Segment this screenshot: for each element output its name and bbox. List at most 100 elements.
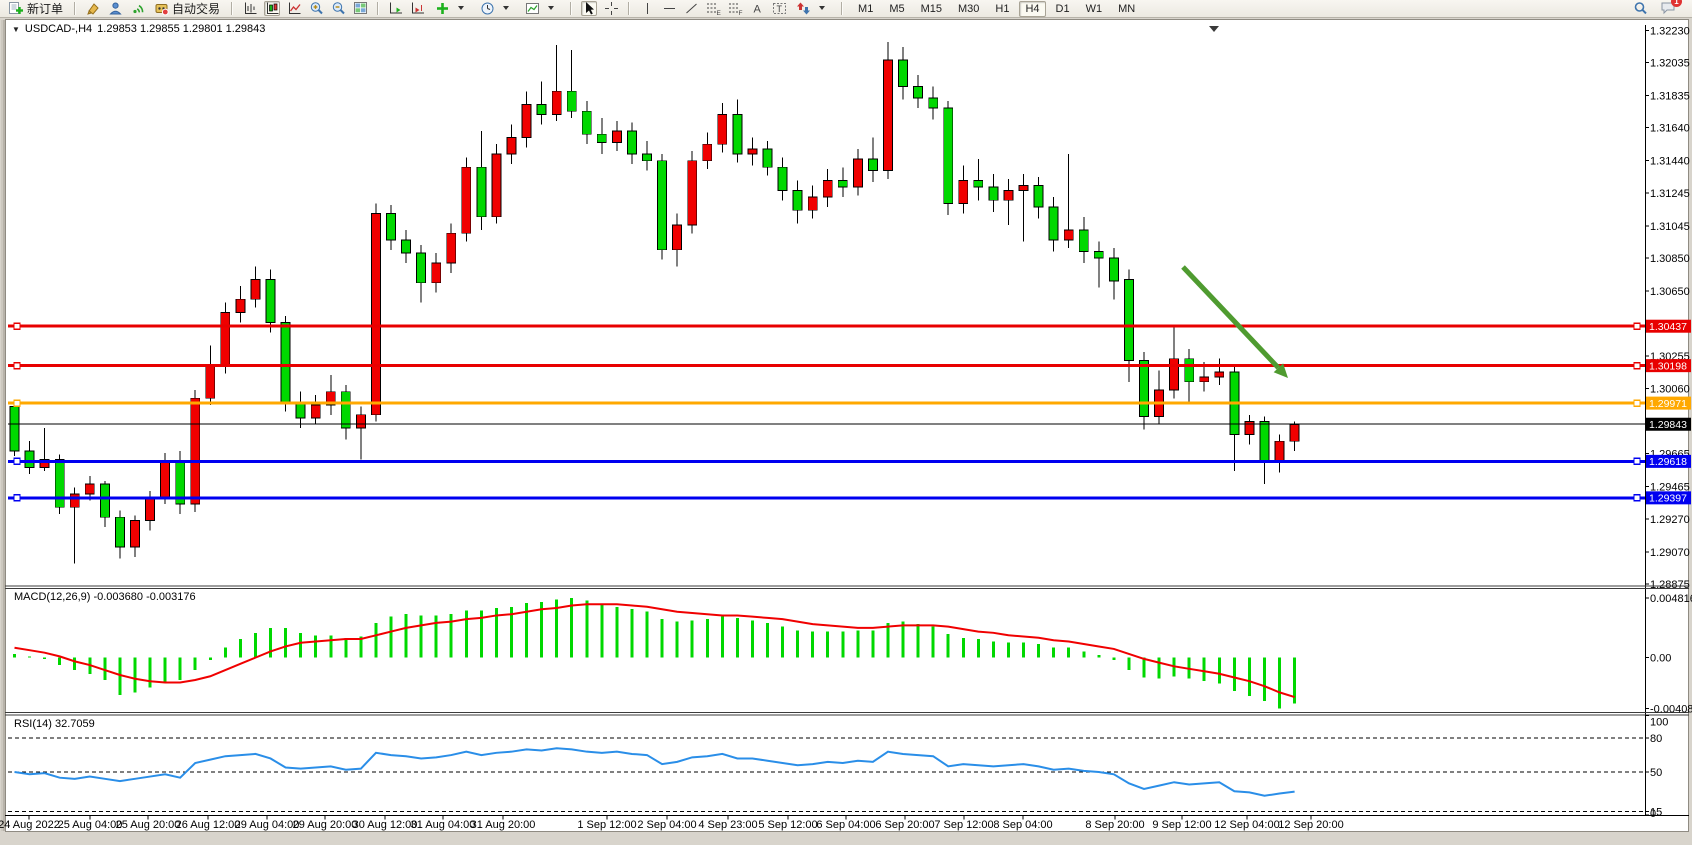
text-icon[interactable]: A [749, 1, 765, 16]
line-chart-icon[interactable] [286, 1, 302, 16]
periods-icon [479, 1, 495, 16]
svg-text:9 Sep 12:00: 9 Sep 12:00 [1152, 819, 1211, 831]
paint-icon[interactable] [85, 1, 101, 16]
templates-button[interactable] [522, 1, 561, 17]
timeframe-button-h4[interactable]: H4 [1019, 0, 1046, 17]
hline-1.29618[interactable] [8, 457, 1645, 466]
cursor-icon[interactable] [581, 1, 598, 16]
hline-1.29971[interactable] [8, 399, 1645, 407]
arrows-tool-button[interactable] [793, 1, 832, 17]
periods-button[interactable] [477, 1, 516, 17]
timeframe-button-m30[interactable]: M30 [958, 2, 980, 15]
timeframe-button-w1[interactable]: W1 [1085, 2, 1103, 15]
fibo-channel-icon[interactable]: E [705, 1, 721, 16]
svg-text:1.31640: 1.31640 [1650, 123, 1690, 135]
shift-marker-icon[interactable] [1209, 26, 1219, 32]
svg-text:1 Sep 12:00: 1 Sep 12:00 [577, 819, 636, 831]
indicators-button[interactable] [432, 1, 471, 17]
price-tag-1.30198: 1.30198 [1646, 359, 1691, 372]
chart-symbol-period: USDCAD-,H4 [24, 23, 93, 35]
svg-text:31 Aug 20:00: 31 Aug 20:00 [471, 819, 536, 831]
timeframe-button-h1[interactable]: H1 [995, 2, 1010, 15]
svg-text:1.29618: 1.29618 [1649, 456, 1687, 468]
svg-text:15: 15 [1650, 807, 1662, 819]
tile-windows-icon[interactable] [352, 1, 368, 16]
panel-splitter[interactable] [5, 585, 1689, 589]
svg-text:12 Sep 20:00: 12 Sep 20:00 [1278, 819, 1343, 831]
rsi-panel: 100 80 50 150 [8, 715, 1668, 820]
timeframe-button-m15[interactable]: M15 [920, 2, 942, 15]
svg-text:1.29971: 1.29971 [1649, 398, 1687, 410]
hline-1.30437[interactable] [8, 322, 1645, 330]
horizontal-line-icon[interactable] [661, 1, 677, 16]
svg-text:1.29070: 1.29070 [1650, 547, 1690, 559]
chart-title: ▼ USDCAD-,H4 1.29853 1.29855 1.29801 1.2… [12, 23, 265, 35]
svg-text:7 Sep 12:00: 7 Sep 12:00 [934, 819, 993, 831]
rsi-line [14, 747, 1295, 797]
bar-chart-icon[interactable] [242, 1, 258, 16]
text-label-icon[interactable]: T [771, 1, 787, 16]
svg-text:31 Aug 04:00: 31 Aug 04:00 [411, 819, 476, 831]
price-tag-1.30437: 1.30437 [1646, 319, 1691, 333]
indicators-icon [434, 1, 450, 16]
svg-text:6 Sep 04:00: 6 Sep 04:00 [816, 819, 875, 831]
svg-text:1.30650: 1.30650 [1650, 286, 1690, 298]
new-order-icon [8, 1, 24, 16]
zoom-in-icon[interactable] [308, 1, 324, 16]
trend-arrow[interactable] [1181, 265, 1288, 378]
zoom-out-icon[interactable] [330, 1, 346, 16]
timeframe-button-m1[interactable]: M1 [858, 2, 874, 15]
auto-scroll-icon[interactable] [388, 1, 404, 16]
notification-badge: 1 [1671, 0, 1682, 7]
svg-text:50: 50 [1650, 767, 1662, 779]
panel-splitter[interactable] [5, 712, 1689, 716]
new-order-button[interactable]: 新订单 [6, 1, 65, 17]
crosshair-icon[interactable] [603, 1, 619, 16]
notifications-button[interactable]: 1 [1660, 0, 1682, 18]
svg-text:8 Sep 04:00: 8 Sep 04:00 [993, 819, 1052, 831]
trendline-icon[interactable] [683, 1, 699, 16]
svg-text:24 Aug 2022: 24 Aug 2022 [0, 819, 60, 831]
search-icon[interactable] [1632, 1, 1648, 16]
svg-text:1.31440: 1.31440 [1650, 156, 1690, 168]
autotrading-icon [153, 1, 169, 16]
svg-text:0: 0 [1650, 808, 1656, 820]
rsi-indicator-label: RSI(14) 32.7059 [14, 718, 95, 730]
community-icon[interactable] [107, 1, 123, 16]
toolbar-separator [841, 2, 844, 15]
timeframe-button-m5[interactable]: M5 [889, 2, 905, 15]
svg-text:12 Sep 04:00: 12 Sep 04:00 [1214, 819, 1279, 831]
timeframe-button-d1[interactable]: D1 [1055, 2, 1070, 15]
candlestick-chart-icon[interactable] [264, 1, 281, 16]
svg-text:100: 100 [1650, 717, 1668, 729]
svg-text:1.32230: 1.32230 [1650, 25, 1690, 37]
svg-text:1.29270: 1.29270 [1650, 514, 1690, 526]
svg-text:8 Sep 20:00: 8 Sep 20:00 [1085, 819, 1144, 831]
chart-shift-icon[interactable] [410, 1, 426, 16]
svg-text:1.32035: 1.32035 [1650, 57, 1690, 69]
svg-text:5 Sep 12:00: 5 Sep 12:00 [758, 819, 817, 831]
toolbar-separator [74, 2, 77, 15]
svg-text:1.30198: 1.30198 [1649, 360, 1687, 372]
chevron-down-icon [543, 1, 559, 16]
hline-1.30198[interactable] [8, 361, 1645, 370]
signals-icon[interactable] [129, 1, 145, 16]
svg-text:1.30437: 1.30437 [1649, 321, 1687, 333]
timeframe-toolbar: M1 M5 M15 M30 H1 H4 D1 W1 MN [852, 0, 1141, 17]
macd-signal-line [14, 603, 1295, 699]
svg-text:25 Aug 04:00: 25 Aug 04:00 [58, 819, 123, 831]
svg-text:A: A [753, 4, 761, 16]
autotrading-button[interactable]: 自动交易 [151, 1, 222, 17]
svg-text:1.31835: 1.31835 [1650, 90, 1690, 102]
hline-1.29397[interactable] [8, 494, 1645, 502]
fibonacci-icon[interactable]: F [727, 1, 743, 16]
svg-text:80: 80 [1650, 733, 1662, 745]
svg-text:29 Aug 20:00: 29 Aug 20:00 [293, 819, 358, 831]
chart-list-dropdown-icon[interactable]: ▼ [12, 24, 20, 34]
svg-text:4 Sep 23:00: 4 Sep 23:00 [698, 819, 757, 831]
timeframe-button-mn[interactable]: MN [1118, 2, 1136, 15]
vertical-line-icon[interactable] [639, 1, 655, 16]
svg-text:2 Sep 04:00: 2 Sep 04:00 [637, 819, 696, 831]
